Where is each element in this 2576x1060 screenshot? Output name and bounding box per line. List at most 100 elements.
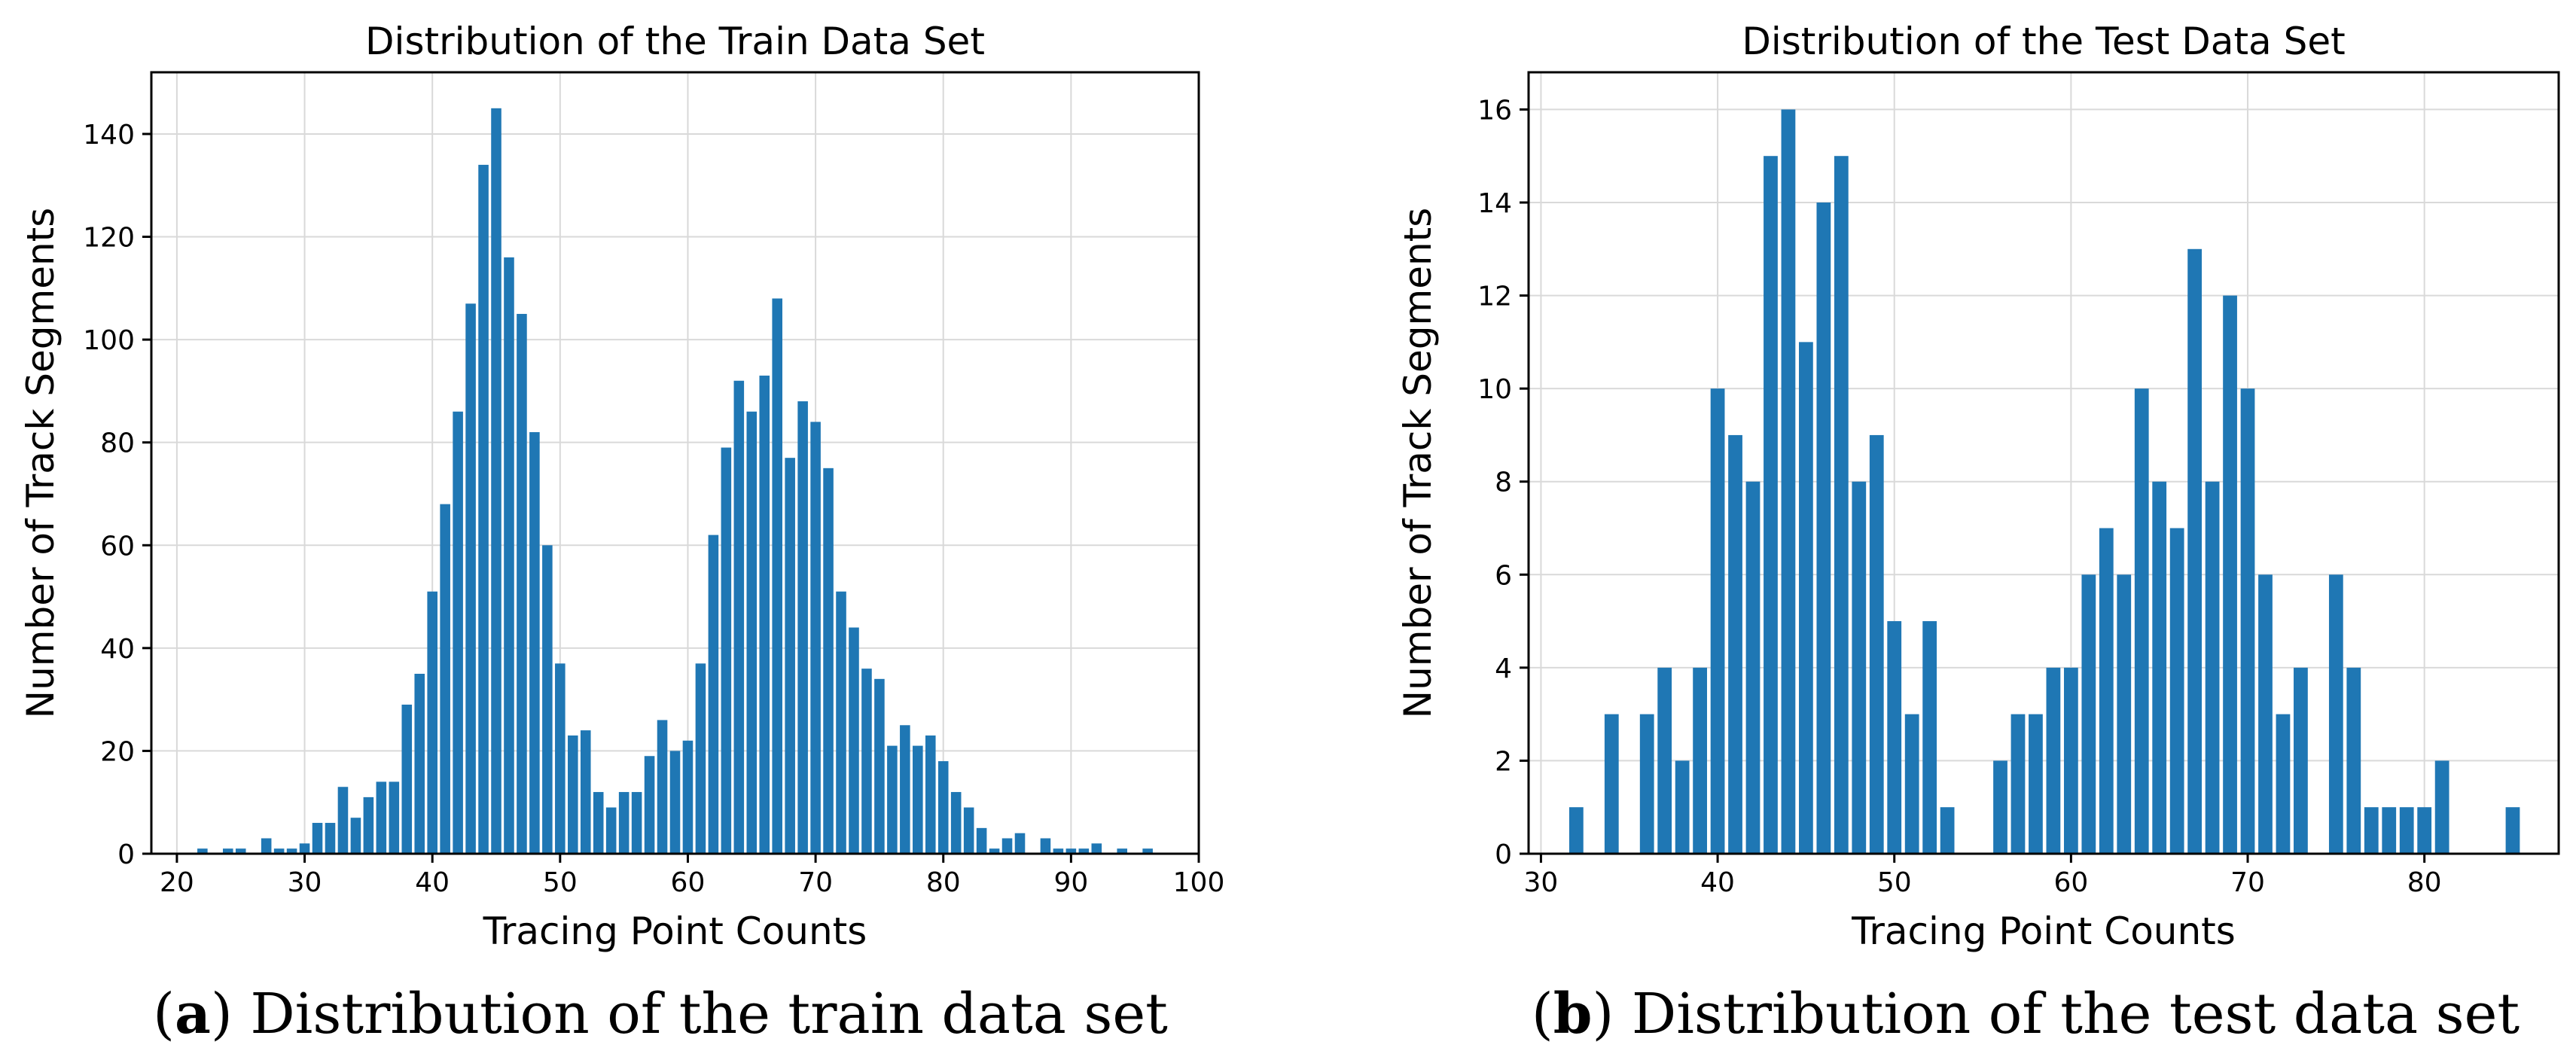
train-bar [746,411,758,854]
train-x-tick-label: 50 [543,867,578,898]
train-bar [772,298,782,854]
test-bar [1764,156,1778,854]
test-bar [2434,760,2449,854]
test-x-ticks: 30 40 50 60 70 80 [1524,854,2442,898]
train-bar [350,818,361,854]
test-bar [2240,388,2255,854]
train-x-axis-label: Tracing Point Counts [483,909,867,953]
test-bar [1940,807,1955,854]
test-bar [1852,481,1867,854]
test-bars [1568,109,2520,854]
train-bar [861,669,872,854]
train-bar [517,313,527,854]
train-bar [401,704,413,854]
train-bar [337,787,349,854]
train-y-tick-label: 40 [100,634,135,665]
test-bar [1639,714,1654,854]
train-x-tick-label: 60 [671,867,706,898]
train-y-tick-label: 120 [83,223,135,254]
test-bar [2063,667,2078,854]
train-y-ticks: 0 20 40 60 80 100 120 140 [83,120,151,870]
test-bar [2099,528,2114,854]
train-bar [797,401,808,854]
train-bar [874,678,885,854]
test-y-axis-label: Number of Track Segments [1396,208,1440,719]
test-y-tick-label: 12 [1477,282,1512,312]
test-y-tick-label: 16 [1477,95,1512,126]
train-bar [555,663,566,854]
train-bar [453,411,463,854]
test-plot-frame [1527,71,2560,855]
test-bar [1675,760,1690,854]
train-bar [593,792,604,854]
train-bar [682,740,694,854]
test-bar [1568,807,1584,854]
train-bar [1053,848,1064,854]
train-bar [644,756,655,854]
test-bar [1604,714,1619,854]
train-bar [491,108,501,854]
test-bar [2029,714,2043,854]
train-bar [1078,848,1090,854]
train-y-tick-label: 140 [83,120,135,151]
train-bar [950,792,962,854]
test-bar [2346,667,2361,854]
test-bar [1657,667,1672,854]
train-x-tick-label: 30 [288,867,322,898]
test-bar [1728,434,1742,854]
train-y-tick-label: 0 [117,839,135,870]
test-bar [2134,388,2149,854]
test-bar [2382,807,2397,854]
train-bar [836,591,846,854]
test-grid [1529,72,2559,854]
train-bar [963,807,974,854]
train-bar [721,447,732,854]
train-bar [529,432,540,854]
train-bar [235,848,246,854]
train-y-tick-label: 60 [100,531,135,562]
train-bar [1001,838,1013,854]
train-bar [785,458,795,854]
test-bar [2417,807,2432,854]
test-caption-letter: b [1553,982,1593,1046]
train-bar [197,848,208,854]
train-bar [1065,848,1077,854]
test-x-tick-label: 30 [1524,867,1559,898]
train-bar [925,735,936,854]
train-bar [823,468,834,854]
train-bar [605,807,617,854]
test-y-tick-label: 14 [1477,188,1512,219]
test-bar [1781,109,1796,854]
test-bar [2169,528,2184,854]
test-x-axis-label: Tracing Point Counts [1851,909,2236,953]
train-x-tick-label: 40 [415,867,450,898]
train-bar [1142,848,1153,854]
test-bar [2046,667,2061,854]
test-bar [1816,203,1831,854]
test-y-tick-label: 4 [1495,653,1512,684]
test-bar [2223,295,2237,854]
train-x-tick-label: 90 [1053,867,1088,898]
test-y-tick-label: 2 [1495,746,1512,777]
train-x-tick-label: 80 [926,867,961,898]
test-y-ticks: 0 2 4 6 8 10 12 14 16 [1477,95,1529,870]
test-y-tick-label: 6 [1495,560,1512,591]
test-bar [2505,807,2520,854]
train-bar [376,781,387,854]
test-bar [2205,481,2220,854]
train-bar [631,792,642,854]
train-bar [440,504,450,854]
test-bar [1904,714,1919,854]
test-bar [2364,807,2379,854]
train-bar [657,720,668,854]
train-bar [1040,838,1051,854]
test-x-tick-label: 60 [2053,867,2088,898]
test-x-tick-label: 70 [2230,867,2265,898]
train-bar [261,838,272,854]
train-bar [733,380,745,854]
train-x-tick-label: 20 [160,867,194,898]
train-bar [222,848,233,854]
train-x-tick-label: 70 [798,867,833,898]
test-bar [2152,481,2167,854]
test-bar [1887,621,1902,854]
